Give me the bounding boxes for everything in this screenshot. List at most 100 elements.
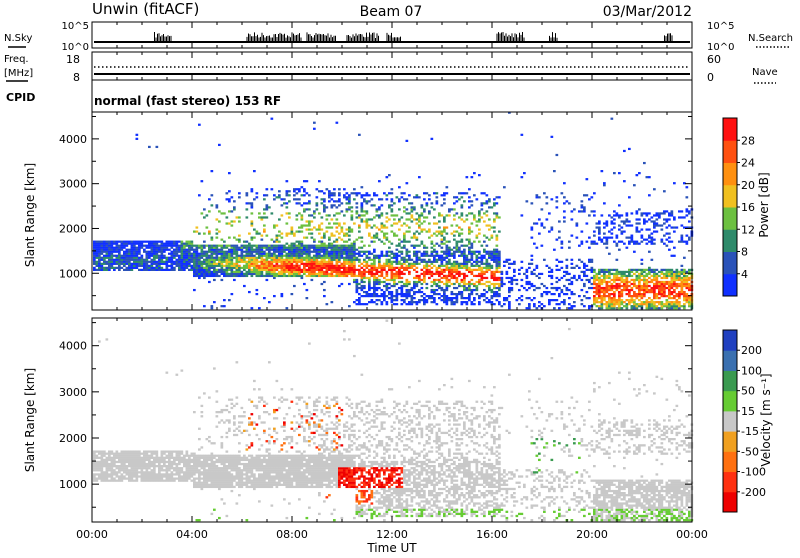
- scatter-cell: [686, 243, 689, 245]
- scatter-cell: [221, 245, 224, 247]
- scatter-cell: [208, 257, 211, 259]
- scatter-cell: [298, 243, 301, 245]
- scatter-cell: [151, 261, 154, 263]
- scatter-cell: [301, 243, 304, 245]
- scatter-cell: [263, 208, 266, 210]
- beam-title: Beam 07: [360, 4, 423, 20]
- scatter-cell: [593, 291, 596, 293]
- scatter-cell: [426, 267, 429, 269]
- scatter-cell: [158, 263, 161, 265]
- scatter-cell: [493, 271, 496, 273]
- scatter-cell: [143, 475, 146, 477]
- scatter-cell: [363, 273, 366, 275]
- scatter-cell: [371, 301, 374, 303]
- scatter-cell: [256, 233, 259, 235]
- scatter-cell: [216, 255, 219, 257]
- scatter-cell: [106, 471, 109, 473]
- scatter-cell: [621, 271, 624, 273]
- scatter-cell: [551, 198, 554, 200]
- scatter-cell: [436, 271, 439, 273]
- scatter-cell: [628, 237, 631, 239]
- scatter-cell: [411, 216, 414, 218]
- scatter-cell: [278, 255, 281, 257]
- scatter-cell: [411, 289, 414, 291]
- freq-tick-top: 18: [66, 53, 80, 66]
- scatter-cell: [583, 275, 586, 277]
- scatter-cell: [163, 255, 166, 257]
- scatter-cell: [176, 251, 179, 253]
- scatter-cell: [616, 269, 619, 271]
- scatter-cell: [128, 457, 131, 459]
- scatter-cell: [113, 461, 116, 463]
- scatter-cell: [648, 289, 651, 291]
- scatter-cell: [243, 251, 246, 253]
- scatter-cell: [506, 273, 509, 275]
- scatter-cell: [193, 267, 196, 269]
- scatter-cell: [136, 475, 139, 477]
- scatter-cell: [623, 301, 626, 303]
- scatter-cell: [156, 269, 159, 271]
- scatter-cell: [603, 226, 606, 228]
- scatter-cell: [606, 222, 609, 224]
- scatter-cell: [478, 303, 481, 305]
- scatter-cell: [308, 255, 311, 257]
- scatter-cell: [193, 245, 196, 247]
- scatter-cell: [476, 287, 479, 289]
- scatter-cell: [391, 210, 394, 212]
- scatter-cell: [246, 202, 249, 204]
- scatter-cell: [681, 269, 684, 271]
- scatter-cell: [611, 283, 614, 285]
- scatter-cell: [518, 269, 521, 271]
- scatter-cell: [101, 265, 104, 267]
- scatter-cell: [591, 271, 594, 273]
- scatter-cell: [483, 212, 486, 214]
- scatter-cell: [686, 186, 689, 188]
- scatter-cell: [288, 265, 291, 267]
- scatter-cell: [348, 226, 351, 228]
- scatter-cell: [283, 273, 286, 275]
- scatter-cell: [628, 271, 631, 273]
- scatter-cell: [661, 269, 664, 271]
- scatter-cell: [108, 475, 111, 477]
- scatter-cell: [98, 257, 101, 259]
- scatter-cell: [106, 241, 109, 243]
- scatter-cell: [646, 273, 649, 275]
- scatter-cell: [133, 453, 136, 455]
- scatter-cell: [356, 259, 359, 261]
- scatter-cell: [113, 269, 116, 271]
- scatter-cell: [318, 267, 321, 269]
- scatter-cell: [133, 249, 136, 251]
- scatter-cell: [453, 230, 456, 232]
- scatter-cell: [448, 253, 451, 255]
- scatter-cell: [96, 255, 99, 257]
- scatter-cell: [121, 255, 124, 257]
- scatter-cell: [198, 233, 201, 235]
- scatter-cell: [231, 273, 234, 275]
- scatter-cell: [106, 477, 109, 479]
- scatter-cell: [393, 275, 396, 277]
- scatter-cell: [443, 198, 446, 200]
- scatter-cell: [221, 305, 224, 307]
- scatter-cell: [398, 281, 401, 283]
- scatter-cell: [181, 241, 184, 243]
- scatter-cell: [493, 230, 496, 232]
- scatter-cell: [128, 267, 131, 269]
- scatter-cell: [111, 465, 114, 467]
- scatter-cell: [413, 297, 416, 299]
- scatter-cell: [648, 301, 651, 303]
- scatter-cell: [118, 480, 121, 482]
- scatter-cell: [306, 247, 309, 249]
- scatter-cell: [556, 239, 559, 241]
- scatter-cell: [328, 273, 331, 275]
- scatter-cell: [603, 222, 606, 224]
- scatter-cell: [356, 303, 359, 305]
- scatter-cell: [111, 249, 114, 251]
- scatter-cell: [103, 267, 106, 269]
- scatter-cell: [578, 245, 581, 247]
- scatter-cell: [236, 239, 239, 241]
- scatter-cell: [138, 450, 141, 452]
- scatter-cell: [633, 293, 636, 295]
- scatter-cell: [356, 275, 359, 277]
- scatter-cell: [498, 293, 501, 295]
- scatter-cell: [473, 283, 476, 285]
